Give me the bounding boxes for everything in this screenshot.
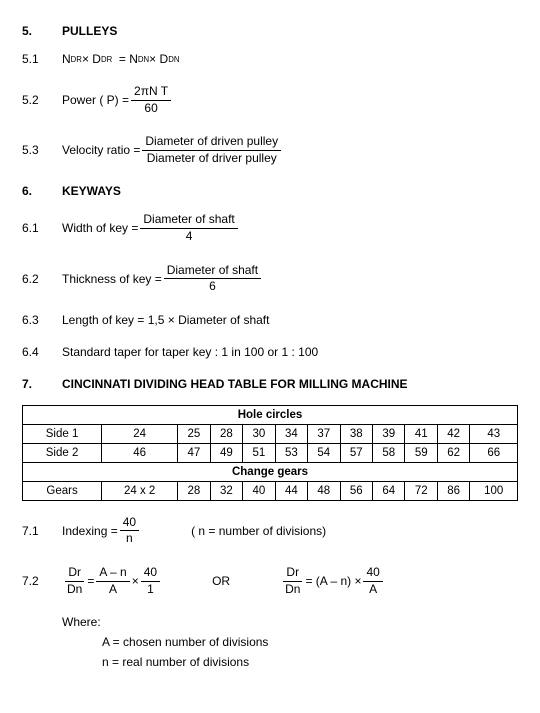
item-6-1: 6.1 Width of key = Diameter of shaft 4 <box>22 212 518 244</box>
where-block: Where: A = chosen number of divisions n … <box>62 615 518 669</box>
fraction: 40 1 <box>141 565 160 597</box>
section-5-heading: 5. PULLEYS <box>22 24 518 38</box>
item-number: 7.1 <box>22 524 62 538</box>
where-a: A = chosen number of divisions <box>102 635 518 649</box>
fraction: Diameter of shaft 6 <box>164 263 261 295</box>
formula-5-3: Velocity ratio = Diameter of driven pull… <box>62 134 283 166</box>
text-6-4: Standard taper for taper key : 1 in 100 … <box>62 345 318 359</box>
fraction: 40 A <box>363 565 382 597</box>
row-label: Gears <box>23 481 102 500</box>
row-label: Side 2 <box>23 443 102 462</box>
item-number: 5.1 <box>22 52 62 66</box>
dividing-head-table: Hole circles Side 1 24 25 28 30 34 37 38… <box>22 405 518 501</box>
item-6-3: 6.3 Length of key = 1,5 × Diameter of sh… <box>22 313 518 327</box>
label: Width of key = <box>62 221 138 235</box>
label: Velocity ratio = <box>62 143 140 157</box>
formula-5-1: NDR × DDR = NDN × DDN <box>62 52 179 66</box>
change-gears-header: Change gears <box>23 462 518 481</box>
section-7-title: CINCINNATI DIVIDING HEAD TABLE FOR MILLI… <box>62 377 408 391</box>
table-row-side1: Side 1 24 25 28 30 34 37 38 39 41 42 43 <box>23 424 518 443</box>
item-number: 5.2 <box>22 93 62 107</box>
fraction: 40 n <box>120 515 139 547</box>
item-5-3: 5.3 Velocity ratio = Diameter of driven … <box>22 134 518 166</box>
formula-7-2: Dr Dn = A – n A × 40 1 OR Dr Dn = (A – n… <box>62 565 385 597</box>
fraction: 2πN T 60 <box>131 84 171 116</box>
table-row-side2: Side 2 46 47 49 51 53 54 57 58 59 62 66 <box>23 443 518 462</box>
fraction: Dr Dn <box>282 565 303 597</box>
row-label: Side 1 <box>23 424 102 443</box>
section-6-heading: 6. KEYWAYS <box>22 184 518 198</box>
fraction: Dr Dn <box>64 565 85 597</box>
item-6-2: 6.2 Thickness of key = Diameter of shaft… <box>22 263 518 295</box>
section-6-title: KEYWAYS <box>62 184 121 198</box>
label: Indexing = <box>62 524 118 538</box>
item-number: 5.3 <box>22 143 62 157</box>
label: Power ( P) = <box>62 93 129 107</box>
note: ( n = number of divisions) <box>191 524 326 538</box>
section-7-number: 7. <box>22 377 62 391</box>
section-5-number: 5. <box>22 24 62 38</box>
item-number: 6.2 <box>22 272 62 286</box>
item-number: 6.3 <box>22 313 62 327</box>
fraction: Diameter of shaft 4 <box>140 212 237 244</box>
item-7-1: 7.1 Indexing = 40 n ( n = number of divi… <box>22 515 518 547</box>
section-5-title: PULLEYS <box>62 24 117 38</box>
table-row-gears: Gears 24 x 2 28 32 40 44 48 56 64 72 86 … <box>23 481 518 500</box>
formula-7-1: Indexing = 40 n ( n = number of division… <box>62 515 326 547</box>
formula-5-2: Power ( P) = 2πN T 60 <box>62 84 173 116</box>
item-6-4: 6.4 Standard taper for taper key : 1 in … <box>22 345 518 359</box>
fraction: Diameter of driven pulley Diameter of dr… <box>142 134 281 166</box>
formula-6-2: Thickness of key = Diameter of shaft 6 <box>62 263 263 295</box>
formula-6-1: Width of key = Diameter of shaft 4 <box>62 212 240 244</box>
item-number: 6.4 <box>22 345 62 359</box>
item-5-2: 5.2 Power ( P) = 2πN T 60 <box>22 84 518 116</box>
section-6-number: 6. <box>22 184 62 198</box>
item-7-2: 7.2 Dr Dn = A – n A × 40 1 OR Dr Dn = (A… <box>22 565 518 597</box>
item-number: 7.2 <box>22 574 62 588</box>
where-label: Where: <box>62 615 518 629</box>
label: Thickness of key = <box>62 272 162 286</box>
hole-circles-header: Hole circles <box>23 405 518 424</box>
section-7-heading: 7. CINCINNATI DIVIDING HEAD TABLE FOR MI… <box>22 377 518 391</box>
or-label: OR <box>212 574 230 588</box>
item-5-1: 5.1 NDR × DDR = NDN × DDN <box>22 52 518 66</box>
text-6-3: Length of key = 1,5 × Diameter of shaft <box>62 313 269 327</box>
item-number: 6.1 <box>22 221 62 235</box>
where-n: n = real number of divisions <box>102 655 518 669</box>
fraction: A – n A <box>96 565 129 597</box>
